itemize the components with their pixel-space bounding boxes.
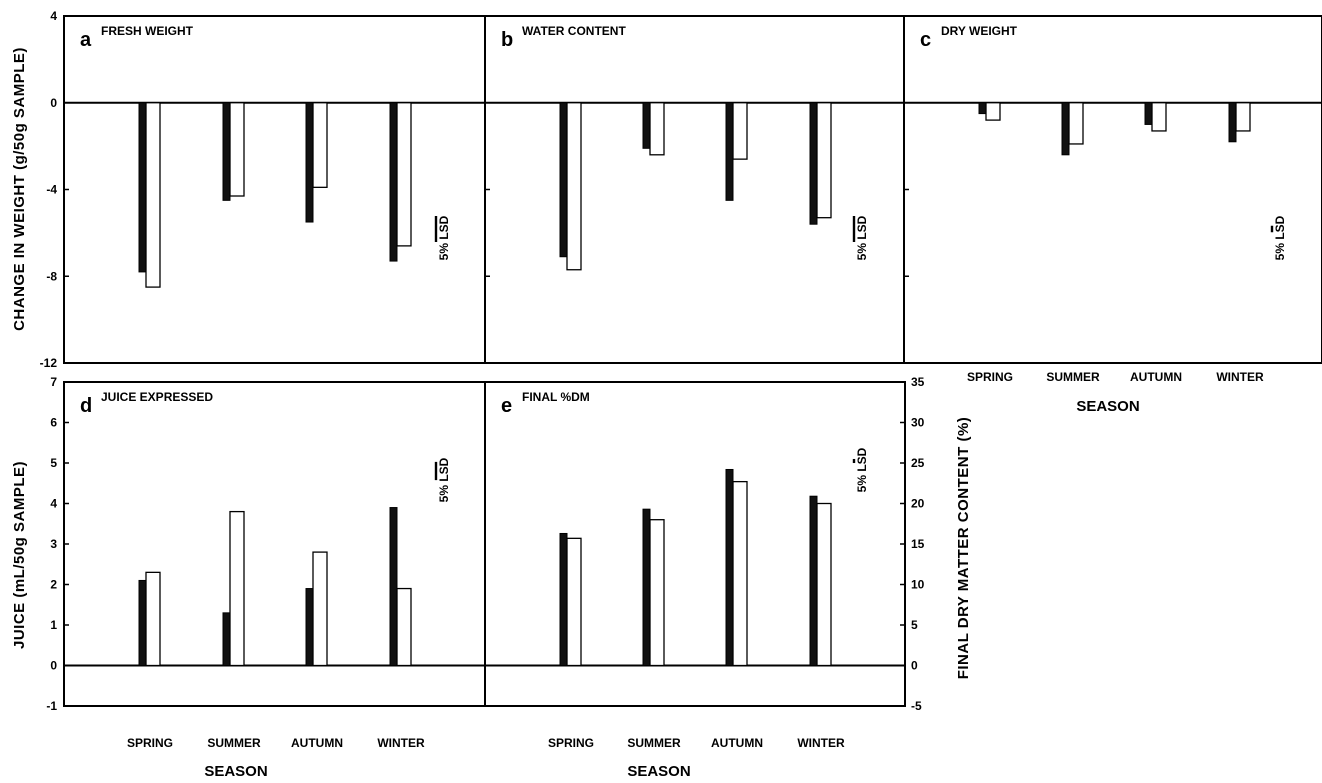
panel-a-bar-open-autumn xyxy=(312,102,328,188)
panel-a-tick-label: 0 xyxy=(50,96,57,110)
panel-d-bar-filled-summer xyxy=(222,612,231,666)
panel-a-lsd-label: 5% LSD xyxy=(437,215,451,260)
panel-d-tick-label: 2 xyxy=(50,578,57,592)
panel-c-category-label: AUTUMN xyxy=(1130,370,1182,384)
panel-b-bar-filled-winter xyxy=(809,102,818,225)
panel-b-lsd-label: 5% LSD xyxy=(855,215,869,260)
panel-a-tick-label: -4 xyxy=(46,183,57,197)
panel-a-bar-open-summer xyxy=(229,102,245,197)
panel-c-lsd-label: 5% LSD xyxy=(1273,215,1287,260)
panel-c-title: DRY WEIGHT xyxy=(941,24,1018,38)
panel-c-bar-filled-winter xyxy=(1228,102,1237,143)
panel-b-bar-open-autumn xyxy=(732,102,748,160)
panel-a-tick-label: 4 xyxy=(50,9,57,23)
panel-e-tick-label: 5 xyxy=(911,618,918,632)
panel-a-tick-label: -8 xyxy=(46,269,57,283)
panel-a-bar-filled-autumn xyxy=(305,102,314,223)
panel-e-category-label: AUTUMN xyxy=(711,736,763,750)
panel-e-bar-open-autumn xyxy=(732,480,748,667)
panel-e-bar-open-summer xyxy=(649,519,665,667)
panel-d-tick-label: 5 xyxy=(50,456,57,470)
panel-d-category-label: SPRING xyxy=(127,736,173,750)
panel-d-letter: d xyxy=(80,395,92,417)
top-y-axis-title: CHANGE IN WEIGHT (g/50g SAMPLE) xyxy=(11,47,28,331)
panel-e-tick-label: 25 xyxy=(911,456,925,470)
panel-d-title: JUICE EXPRESSED xyxy=(101,390,213,404)
panel-d-tick-label: 0 xyxy=(50,659,57,673)
panel-c-bar-open-winter xyxy=(1235,102,1251,132)
panel-b-letter: b xyxy=(501,29,513,51)
panel-e-category-label: WINTER xyxy=(797,736,845,750)
panel-e-category-label: SUMMER xyxy=(627,736,681,750)
panel-d-category-label: AUTUMN xyxy=(291,736,343,750)
panel-e-bar-open-winter xyxy=(816,502,832,667)
panel-d-bar-open-autumn xyxy=(312,551,328,667)
panel-e-tick-label: 35 xyxy=(911,375,925,389)
panel-b-bar-open-winter xyxy=(816,102,832,219)
panel-a-bar-filled-summer xyxy=(222,102,231,201)
panel-c-x-axis-title: SEASON xyxy=(1076,398,1139,415)
panel-c-letter: c xyxy=(920,29,931,51)
panel-b-bar-filled-spring xyxy=(559,102,568,258)
top-panels-frame xyxy=(63,15,1322,364)
panel-e-letter: e xyxy=(501,395,512,417)
panel-d-tick-label: 7 xyxy=(50,375,57,389)
panel-a-bar-filled-spring xyxy=(138,102,147,273)
panel-d-category-label: SUMMER xyxy=(207,736,261,750)
panel-c-category-label: SUMMER xyxy=(1046,370,1100,384)
panel-e-tick-label: 0 xyxy=(911,659,918,673)
panel-e-bar-open-spring xyxy=(566,537,582,667)
panel-a-bar-open-winter xyxy=(396,102,412,247)
panel-a-title: FRESH WEIGHT xyxy=(101,24,194,38)
panel-e-lsd-label: 5% LSD xyxy=(855,447,869,492)
panel-b-bar-open-summer xyxy=(649,102,665,156)
panel-d-bar-open-winter xyxy=(396,587,412,667)
panel-b-bar-open-spring xyxy=(566,102,582,271)
panel-c-bar-filled-summer xyxy=(1061,102,1070,156)
panel-a-bar-open-spring xyxy=(145,102,161,288)
panel-b-title: WATER CONTENT xyxy=(522,24,626,38)
panel-d-tick-label: -1 xyxy=(46,699,57,713)
panel-e-bar-filled-spring xyxy=(559,532,568,666)
panel-c-category-label: SPRING xyxy=(967,370,1013,384)
panel-b-bar-filled-autumn xyxy=(725,102,734,201)
panel-d-tick-label: 4 xyxy=(50,497,57,511)
panel-d-bar-filled-winter xyxy=(389,507,398,666)
panel-e-bar-filled-autumn xyxy=(725,468,734,667)
panel-a-letter: a xyxy=(80,29,92,51)
panel-d-bar-open-spring xyxy=(145,571,161,667)
panel-e-title: FINAL %DM xyxy=(522,390,590,404)
panel-e-tick-label: 20 xyxy=(911,497,925,511)
panel-d-x-axis-title: SEASON xyxy=(204,763,267,780)
panel-e-tick-label: 30 xyxy=(911,416,925,430)
panel-c-bar-open-summer xyxy=(1068,102,1084,145)
panel-d-tick-label: 3 xyxy=(50,537,57,551)
panel-e-bar-filled-summer xyxy=(642,508,651,667)
panel-e-bar-filled-winter xyxy=(809,495,818,666)
panel-d-y-axis-title: JUICE (mL/50g SAMPLE) xyxy=(11,461,28,649)
panel-d-bar-filled-spring xyxy=(138,579,147,667)
panel-c-bar-filled-spring xyxy=(978,102,987,115)
panel-c-bar-open-autumn xyxy=(1151,102,1167,132)
panel-d-tick-label: 1 xyxy=(50,618,57,632)
panel-c-bar-open-spring xyxy=(985,102,1001,121)
panel-e-y-axis-title: FINAL DRY MATTER CONTENT (%) xyxy=(955,417,972,680)
panel-d-category-label: WINTER xyxy=(377,736,425,750)
panel-c-category-label: WINTER xyxy=(1216,370,1264,384)
panel-e-tick-label: 15 xyxy=(911,537,925,551)
panel-a-bar-filled-winter xyxy=(389,102,398,262)
panel-e-tick-label: 10 xyxy=(911,578,925,592)
panel-a-tick-label: -12 xyxy=(40,356,58,370)
panel-d-lsd-label: 5% LSD xyxy=(437,457,451,502)
panel-d-bar-open-summer xyxy=(229,510,245,667)
panel-e-tick-label: -5 xyxy=(911,699,922,713)
panel-d-tick-label: 6 xyxy=(50,416,57,430)
panel-e-x-axis-title: SEASON xyxy=(627,763,690,780)
panel-d-bar-filled-autumn xyxy=(305,588,314,666)
panel-b-bar-filled-summer xyxy=(642,102,651,149)
panel-c-bar-filled-autumn xyxy=(1144,102,1153,125)
panel-e-category-label: SPRING xyxy=(548,736,594,750)
